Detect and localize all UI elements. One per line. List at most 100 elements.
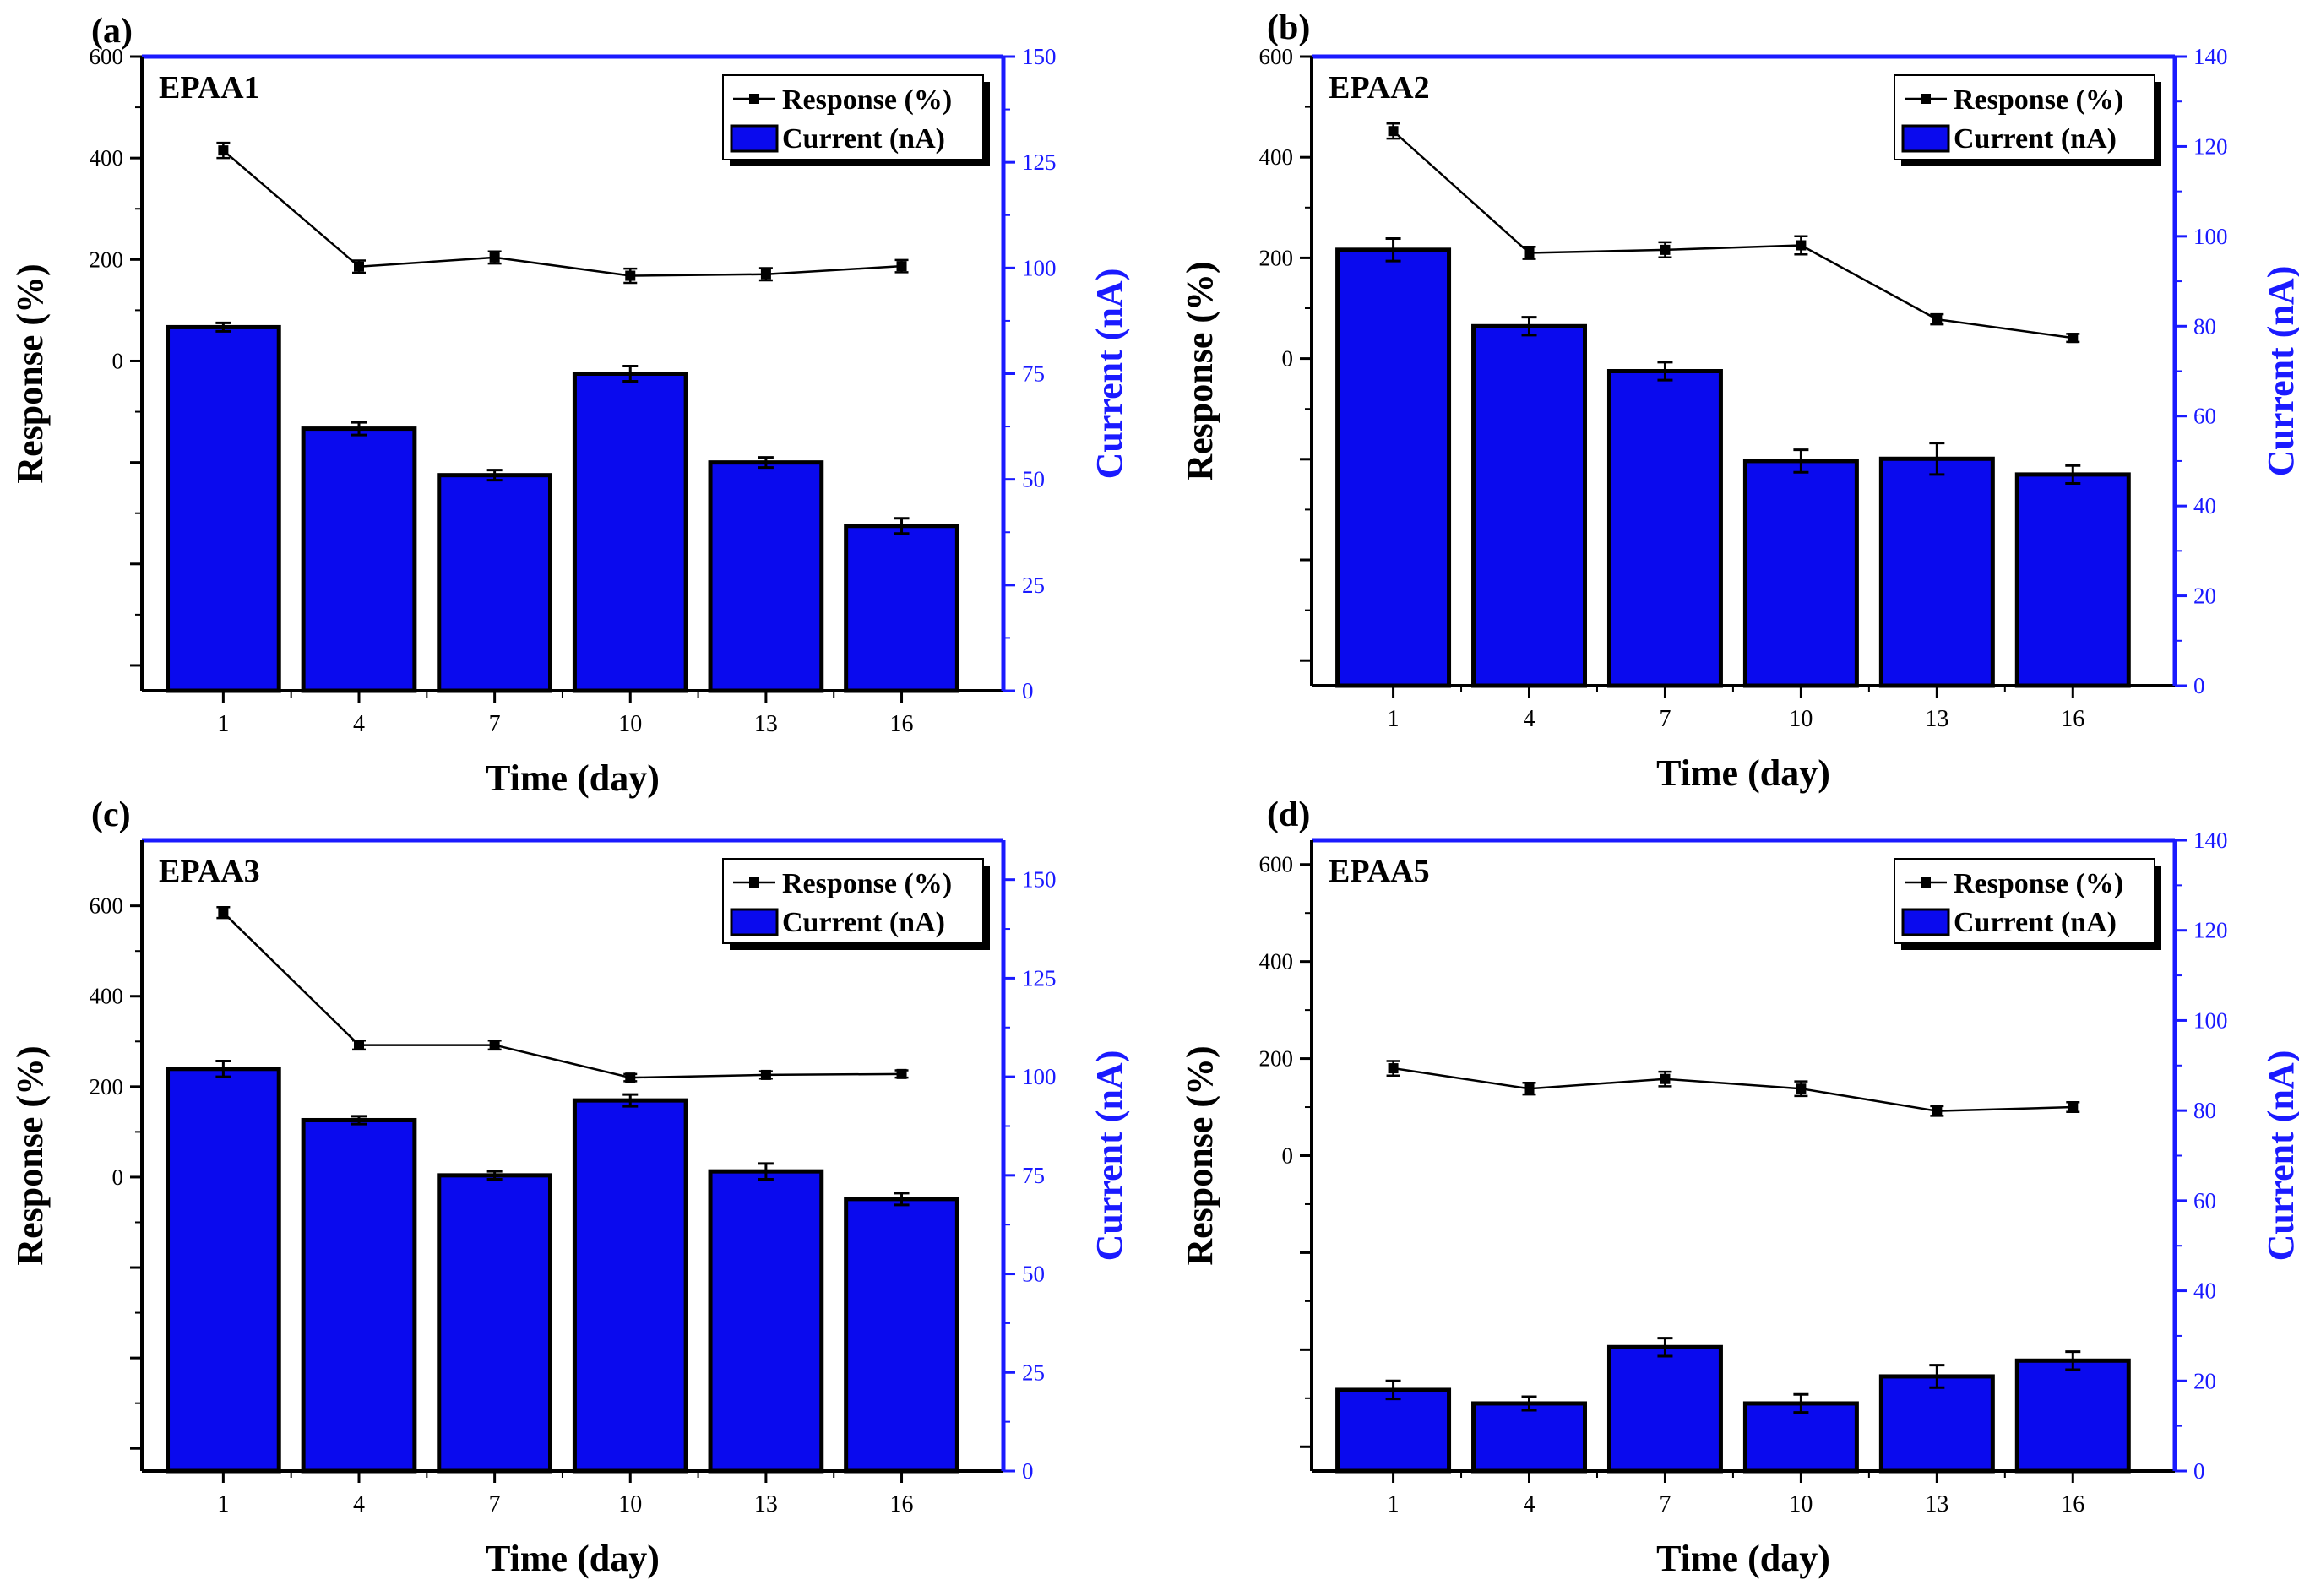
y-axis-title-left: Response (%) [9,263,51,483]
legend-current: Current (nA) [782,123,945,155]
tick-x-10: 10 [618,711,642,737]
x-axis-title: Time (day) [486,757,660,799]
errorbar-current-day-16 [2065,1350,2081,1371]
point-response-day-4 [352,259,367,274]
tick-left-600: 600 [90,893,124,919]
errorbar-current-day-7 [1657,1337,1673,1358]
tick-x-16: 16 [890,1491,914,1517]
tick-x-10: 10 [618,1491,642,1517]
point-response-day-13 [1930,312,1944,326]
tick-right-0: 0 [1022,1458,1034,1484]
legend-response: Response (%) [782,868,952,899]
x-axis-title: Time (day) [1656,1538,1830,1579]
tick-right-100: 100 [2193,224,2228,249]
tick-right-140: 140 [2193,44,2228,69]
legend-bar-swatch [730,124,779,153]
bar-current-day-16 [844,1197,959,1474]
tick-left-400: 400 [1259,144,1294,170]
point-response-day-10 [1794,1080,1808,1098]
tick-left-400: 400 [1259,949,1294,974]
tick-right-75: 75 [1022,361,1045,387]
tick-right-80: 80 [2193,1098,2216,1123]
errorbar-current-day-16 [894,1192,910,1207]
line-response [1393,1067,2073,1112]
bar-current-day-1 [1335,1387,1452,1474]
tick-left-400: 400 [90,984,124,1009]
errorbar-current-day-7 [486,1170,503,1181]
tick-left-200: 200 [90,1074,124,1099]
bar-current-day-7 [437,473,552,693]
bar-current-day-7 [437,1173,552,1474]
tick-right-20: 20 [2193,584,2216,609]
legend-response: Response (%) [782,84,952,116]
tick-right-120: 120 [2193,133,2228,159]
tick-x-16: 16 [2061,1491,2084,1517]
y-axis-title-left: Response (%) [9,1045,51,1265]
point-response-day-13 [758,1069,773,1080]
bar-current-day-1 [166,1067,281,1474]
tick-right-50: 50 [1022,1262,1045,1287]
legend-marker [1921,877,1931,888]
legend-current: Current (nA) [1954,907,2117,938]
bar-current-day-16 [2014,472,2131,688]
tick-right-150: 150 [1022,867,1057,893]
bar-current-day-16 [844,524,959,693]
tick-right-125: 125 [1022,965,1057,991]
bar-current-day-4 [301,426,417,693]
chart-panel-epaa2: 600 400 200 0 0 20 40 60 80 100 120 140 1 4 7 10 13 16 (b)… [1179,8,2299,794]
point-response-day-1 [1386,1060,1400,1077]
tick-x-4: 4 [1524,1491,1535,1517]
tick-x-13: 13 [754,1491,778,1517]
errorbar-current-day-4 [351,1115,367,1126]
tick-x-4: 4 [353,1491,365,1517]
legend-bar-swatch [1901,124,1950,153]
y-axis-title-right: Current (nA) [2260,1050,2299,1262]
errorbar-current-day-13 [758,456,774,470]
legend: Response (%) Current (nA) [722,858,990,950]
plot-title: EPAA3 [159,854,260,889]
point-response-day-10 [623,267,638,285]
tick-right-60: 60 [2193,404,2216,429]
tick-right-120: 120 [2193,918,2228,943]
tick-right-100: 100 [1022,255,1057,280]
tick-right-150: 150 [1022,44,1057,69]
point-response-day-7 [487,1039,502,1051]
tick-right-0: 0 [1022,678,1034,703]
point-response-day-16 [894,258,909,274]
line-response [222,911,902,1079]
point-response-day-7 [1658,1070,1672,1088]
tick-x-13: 13 [1925,706,1948,732]
y-axis-title-right: Current (nA) [1089,269,1130,480]
bar-current-day-4 [1471,323,1587,688]
errorbar-current-day-7 [1657,361,1673,382]
x-axis-title: Time (day) [1656,752,1830,794]
bar-current-day-4 [1471,1401,1587,1474]
tick-left-600: 600 [90,44,124,69]
point-response-day-7 [1658,241,1672,259]
tick-x-7: 7 [489,1491,501,1517]
tick-left-600: 600 [1259,852,1294,877]
bar-current-day-10 [1742,459,1859,688]
errorbar-current-day-13 [1929,1364,1945,1389]
tick-x-4: 4 [353,711,365,737]
tick-right-0: 0 [2193,1458,2205,1484]
tick-right-60: 60 [2193,1188,2216,1213]
legend: Response (%) Current (nA) [722,74,990,166]
tick-right-50: 50 [1022,467,1045,492]
errorbar-current-day-1 [1385,237,1401,263]
bar-current-day-13 [708,1169,824,1474]
line-response [222,149,902,277]
tick-x-1: 1 [217,711,229,737]
bar-current-day-10 [572,1098,688,1474]
tick-left-200: 200 [90,247,124,272]
tick-right-140: 140 [2193,828,2228,853]
tick-right-100: 100 [2193,1007,2228,1033]
legend-response: Response (%) [1954,868,2123,899]
errorbar-current-day-1 [215,1059,231,1078]
errorbar-current-day-1 [215,321,231,333]
tick-right-75: 75 [1022,1163,1045,1188]
tick-x-7: 7 [489,711,501,737]
errorbar-current-day-13 [758,1162,774,1181]
tick-right-100: 100 [1022,1064,1057,1089]
point-response-day-4 [1522,246,1536,260]
